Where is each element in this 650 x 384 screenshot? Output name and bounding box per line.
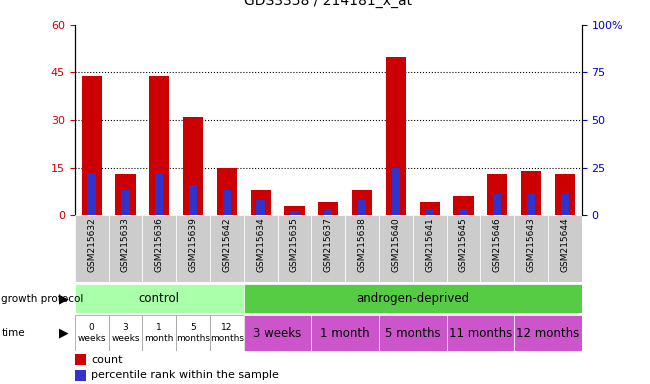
Text: 1
month: 1 month: [144, 323, 174, 343]
Bar: [142, 215, 176, 282]
Text: GSM215632: GSM215632: [87, 217, 96, 272]
Bar: [244, 284, 582, 313]
Bar: [244, 215, 278, 282]
Bar: [493, 194, 502, 215]
Bar: [284, 205, 305, 215]
Text: 0
weeks: 0 weeks: [77, 323, 106, 343]
Bar: [391, 167, 400, 215]
Bar: [183, 117, 203, 215]
Bar: [75, 315, 109, 351]
Bar: [447, 215, 480, 282]
Bar: [244, 315, 311, 351]
Bar: [311, 215, 345, 282]
Bar: [256, 200, 265, 215]
Text: GSM215633: GSM215633: [121, 217, 130, 272]
Bar: [176, 315, 210, 351]
Bar: [385, 56, 406, 215]
Text: 12 months: 12 months: [516, 327, 580, 339]
Bar: [210, 315, 244, 351]
Text: 11 months: 11 months: [448, 327, 512, 339]
Text: GSM215645: GSM215645: [459, 217, 468, 272]
Bar: [188, 185, 198, 215]
Bar: [487, 174, 508, 215]
Bar: [75, 284, 244, 313]
Bar: [109, 315, 142, 351]
Bar: [413, 215, 447, 282]
Text: GSM215634: GSM215634: [256, 217, 265, 272]
Text: androgen-deprived: androgen-deprived: [356, 292, 469, 305]
Text: GSM215636: GSM215636: [155, 217, 164, 272]
Bar: [379, 315, 447, 351]
Bar: [278, 215, 311, 282]
Bar: [419, 202, 440, 215]
Text: 1 month: 1 month: [320, 327, 370, 339]
Text: GSM215641: GSM215641: [425, 217, 434, 272]
Bar: [109, 215, 142, 282]
Bar: [358, 200, 366, 215]
Text: control: control: [138, 292, 180, 305]
Bar: [459, 209, 468, 215]
Text: GSM215639: GSM215639: [188, 217, 198, 272]
Bar: [311, 315, 379, 351]
Bar: [447, 315, 514, 351]
Text: 5 months: 5 months: [385, 327, 441, 339]
Bar: [75, 215, 109, 282]
Bar: [560, 194, 569, 215]
Text: ▶: ▶: [58, 292, 68, 305]
Bar: [514, 315, 582, 351]
Text: GSM215637: GSM215637: [324, 217, 333, 272]
Bar: [142, 315, 176, 351]
Bar: [324, 209, 332, 215]
Bar: [318, 202, 339, 215]
Bar: [75, 370, 86, 381]
Text: 5
months: 5 months: [176, 323, 210, 343]
Bar: [115, 174, 136, 215]
Bar: [222, 190, 231, 215]
Bar: [379, 215, 413, 282]
Text: GSM215638: GSM215638: [358, 217, 367, 272]
Text: GSM215635: GSM215635: [290, 217, 299, 272]
Text: 3
weeks: 3 weeks: [111, 323, 140, 343]
Text: percentile rank within the sample: percentile rank within the sample: [91, 370, 279, 380]
Bar: [75, 354, 86, 365]
Bar: [453, 196, 474, 215]
Bar: [210, 215, 244, 282]
Bar: [149, 76, 170, 215]
Text: GSM215644: GSM215644: [560, 217, 569, 272]
Text: ▶: ▶: [58, 327, 68, 339]
Text: 3 weeks: 3 weeks: [254, 327, 302, 339]
Bar: [81, 76, 102, 215]
Bar: [250, 190, 271, 215]
Bar: [87, 173, 96, 215]
Bar: [216, 167, 237, 215]
Bar: [352, 190, 372, 215]
Text: GSM215640: GSM215640: [391, 217, 400, 272]
Text: GSM215646: GSM215646: [493, 217, 502, 272]
Bar: [121, 190, 129, 215]
Bar: [548, 215, 582, 282]
Text: GSM215642: GSM215642: [222, 217, 231, 272]
Text: GSM215643: GSM215643: [526, 217, 536, 272]
Bar: [155, 173, 164, 215]
Bar: [345, 215, 379, 282]
Text: growth protocol: growth protocol: [1, 293, 84, 304]
Bar: [526, 194, 536, 215]
Text: count: count: [91, 355, 122, 365]
Text: GDS3358 / 214181_x_at: GDS3358 / 214181_x_at: [244, 0, 412, 8]
Bar: [521, 170, 541, 215]
Bar: [554, 174, 575, 215]
Bar: [425, 209, 434, 215]
Bar: [176, 215, 210, 282]
Bar: [290, 211, 299, 215]
Text: 12
months: 12 months: [210, 323, 244, 343]
Text: time: time: [1, 328, 25, 338]
Bar: [514, 215, 548, 282]
Bar: [480, 215, 514, 282]
